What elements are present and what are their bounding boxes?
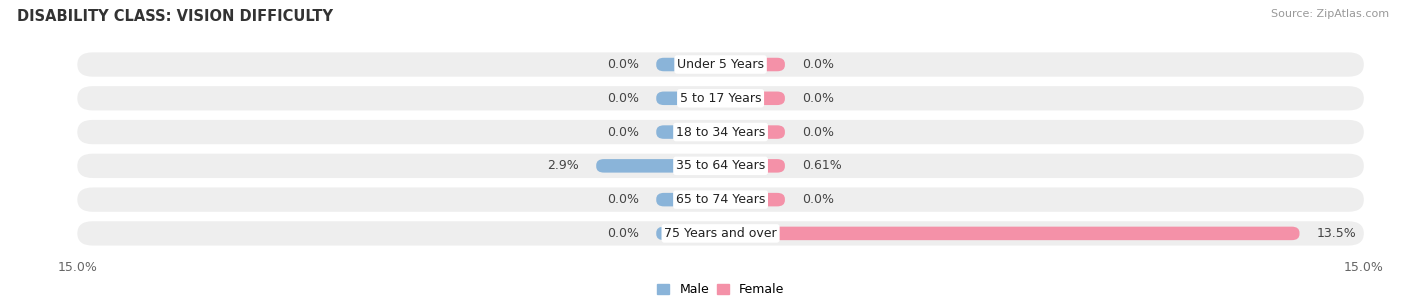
FancyBboxPatch shape <box>721 193 785 206</box>
FancyBboxPatch shape <box>657 125 721 139</box>
Text: 0.0%: 0.0% <box>801 92 834 105</box>
FancyBboxPatch shape <box>721 58 785 71</box>
FancyBboxPatch shape <box>77 188 1364 212</box>
Text: 75 Years and over: 75 Years and over <box>664 227 778 240</box>
FancyBboxPatch shape <box>77 221 1364 246</box>
Text: 0.0%: 0.0% <box>607 227 640 240</box>
Text: 5 to 17 Years: 5 to 17 Years <box>681 92 761 105</box>
FancyBboxPatch shape <box>596 159 721 173</box>
FancyBboxPatch shape <box>721 92 785 105</box>
Text: 0.0%: 0.0% <box>607 126 640 139</box>
FancyBboxPatch shape <box>721 227 1299 240</box>
Text: DISABILITY CLASS: VISION DIFFICULTY: DISABILITY CLASS: VISION DIFFICULTY <box>17 9 333 24</box>
Text: 2.9%: 2.9% <box>547 159 579 172</box>
Text: 0.0%: 0.0% <box>607 193 640 206</box>
Text: 13.5%: 13.5% <box>1316 227 1357 240</box>
Text: 0.0%: 0.0% <box>607 58 640 71</box>
FancyBboxPatch shape <box>721 159 785 173</box>
FancyBboxPatch shape <box>721 125 785 139</box>
Text: 65 to 74 Years: 65 to 74 Years <box>676 193 765 206</box>
Text: 35 to 64 Years: 35 to 64 Years <box>676 159 765 172</box>
Text: 0.0%: 0.0% <box>607 92 640 105</box>
FancyBboxPatch shape <box>77 52 1364 77</box>
Text: Under 5 Years: Under 5 Years <box>678 58 763 71</box>
Text: 0.0%: 0.0% <box>801 193 834 206</box>
FancyBboxPatch shape <box>77 86 1364 110</box>
Text: Source: ZipAtlas.com: Source: ZipAtlas.com <box>1271 9 1389 19</box>
FancyBboxPatch shape <box>657 92 721 105</box>
Text: 18 to 34 Years: 18 to 34 Years <box>676 126 765 139</box>
Legend: Male, Female: Male, Female <box>657 283 785 296</box>
FancyBboxPatch shape <box>77 120 1364 144</box>
FancyBboxPatch shape <box>657 227 721 240</box>
Text: 0.0%: 0.0% <box>801 126 834 139</box>
FancyBboxPatch shape <box>657 193 721 206</box>
Text: 0.0%: 0.0% <box>801 58 834 71</box>
FancyBboxPatch shape <box>657 58 721 71</box>
FancyBboxPatch shape <box>77 154 1364 178</box>
Text: 0.61%: 0.61% <box>801 159 842 172</box>
